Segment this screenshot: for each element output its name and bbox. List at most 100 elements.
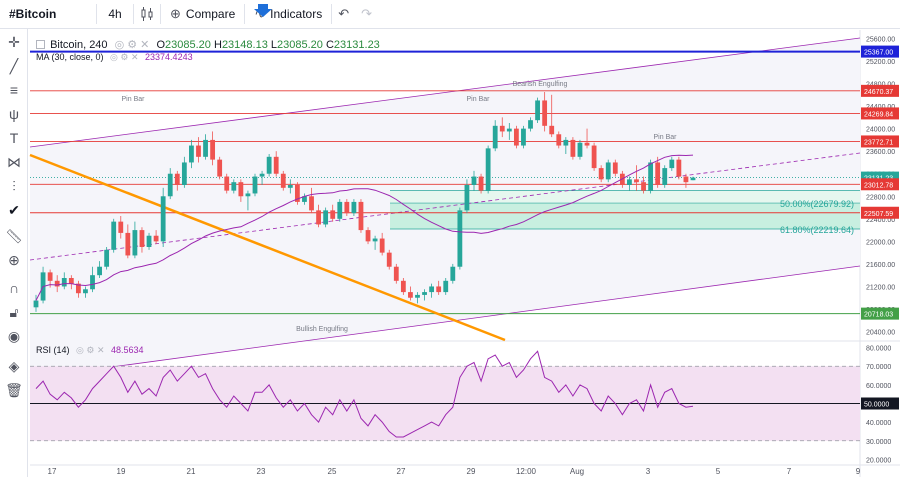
pitchfork-icon[interactable]: ψ xyxy=(9,106,19,122)
candle-body xyxy=(167,173,173,197)
redo-icon[interactable]: ↷ xyxy=(361,6,373,21)
candle-body xyxy=(408,292,413,298)
fib-label: 61.80%(22219.64) xyxy=(780,225,854,235)
legend-low-label: L xyxy=(270,39,278,51)
rsi-tick-label: 60.0000 xyxy=(866,383,891,390)
candle-body xyxy=(549,125,555,135)
candle-body xyxy=(224,176,230,191)
rsi-tick-label: 20.0000 xyxy=(866,457,891,464)
candle-body xyxy=(535,100,540,121)
candle-body xyxy=(386,252,392,267)
check-icon[interactable]: ✔ xyxy=(8,201,20,218)
candle-body xyxy=(323,210,329,225)
collapse-toggle[interactable] xyxy=(36,40,45,49)
candle-body xyxy=(464,185,470,211)
candle-body xyxy=(238,182,244,197)
time-tick-label: 5 xyxy=(716,467,721,476)
ruler-icon[interactable]: 📏︎ xyxy=(5,227,23,244)
crosshair-icon[interactable]: ✛ xyxy=(8,33,20,50)
price-tick-label: 21600.00 xyxy=(866,262,895,269)
drawing-toolbar: ✛ ╱ ≡ ψ T ⋈ ⫶ ✔ 📏︎ ⊕ ∩ 🔓︎ ◉ ◈ 🗑︎ xyxy=(0,29,28,477)
candle-body xyxy=(181,162,187,185)
time-tick-label: 17 xyxy=(48,467,57,476)
price-tick-label: 23600.00 xyxy=(866,149,895,156)
candle-body xyxy=(344,201,350,214)
time-tick-label: 23 xyxy=(257,467,266,476)
legend-high-label: H xyxy=(213,39,222,51)
time-tick-label: 9 xyxy=(856,467,861,476)
candle-body xyxy=(97,266,102,276)
pattern-icon[interactable]: ⋈ xyxy=(7,153,21,170)
ma-legend: MA (30, close, 0) ◎ ⚙ ✕ 23374.4243 xyxy=(36,52,193,63)
price-level-tag xyxy=(861,307,899,320)
legend-open-label: O xyxy=(156,39,166,51)
candle-body xyxy=(104,249,110,267)
candle-body xyxy=(506,128,512,132)
interval-selector[interactable]: 4h xyxy=(108,7,122,21)
price-level-tag xyxy=(861,178,899,191)
ma-label: MA (30, close, 0) xyxy=(36,52,104,62)
candle-body xyxy=(273,156,279,174)
candle-body xyxy=(513,128,519,146)
rsi-controls[interactable]: ◎ ⚙ ✕ xyxy=(76,345,105,355)
toolbar-divider xyxy=(331,4,333,24)
candle-body xyxy=(252,176,258,194)
price-tick-label: 25200.00 xyxy=(866,59,895,66)
price-tick-label: 20400.00 xyxy=(866,330,895,337)
candle-body xyxy=(422,292,427,295)
ma-line xyxy=(35,154,694,301)
legend-open-value: 23085.20 xyxy=(165,39,211,51)
candle-body xyxy=(118,221,124,233)
candle-body xyxy=(542,100,548,126)
legend-close-value: 23131.23 xyxy=(333,39,380,51)
symbol-selector[interactable]: #Bitcoin xyxy=(9,7,57,21)
time-tick-label: 29 xyxy=(467,467,476,476)
price-axis-bg xyxy=(860,30,900,465)
undo-icon[interactable]: ↶ xyxy=(338,6,350,21)
pattern-annotation: Bearish Engulfing xyxy=(513,81,568,88)
candle-body xyxy=(189,145,194,163)
zoom-icon[interactable]: ⊕ xyxy=(8,251,20,268)
ma-controls[interactable]: ◎ ⚙ ✕ xyxy=(110,52,139,62)
toolbar-divider xyxy=(96,4,97,24)
price-level-label: 24269.84 xyxy=(864,111,893,118)
candle-body xyxy=(634,179,639,183)
trendline-icon[interactable]: ╱ xyxy=(9,57,19,74)
legend-controls[interactable]: ◎ ⚙ ✕ xyxy=(114,39,150,51)
price-tick-label: 22000.00 xyxy=(866,239,895,246)
layers-icon[interactable]: ◈ xyxy=(8,357,20,374)
candles-icon[interactable] xyxy=(134,0,160,29)
candle-body xyxy=(75,283,81,294)
candle-body xyxy=(400,280,406,293)
price-level-label: 25367.00 xyxy=(864,50,893,57)
price-tick-label: 25600.00 xyxy=(866,36,895,43)
candle-body xyxy=(478,176,484,191)
candle-body xyxy=(259,173,265,177)
time-tick-label: 19 xyxy=(117,467,126,476)
channel-upper-line xyxy=(29,37,861,148)
time-tick-label: 12:00 xyxy=(516,467,537,476)
eye-icon[interactable]: ◉ xyxy=(7,327,21,344)
measure-icon[interactable]: ⫶ xyxy=(12,177,16,194)
candle-body xyxy=(174,173,180,185)
rsi-line xyxy=(35,350,694,438)
candle-body xyxy=(648,162,654,191)
candle-body xyxy=(627,179,632,185)
compare-button[interactable]: ⊕ Compare xyxy=(161,0,244,29)
fib-label: 50.00%(22679.92) xyxy=(780,199,854,209)
candle-body xyxy=(203,139,208,157)
candle-body xyxy=(111,221,117,250)
trash-icon[interactable]: 🗑︎ xyxy=(5,381,23,398)
rsi-value: 48.5634 xyxy=(111,345,144,355)
lock-icon[interactable]: 🔓︎ xyxy=(9,303,19,320)
candle-body xyxy=(570,139,576,157)
text-icon[interactable]: T xyxy=(9,130,19,146)
toolbar-divider xyxy=(133,4,134,24)
price-level-label: 24670.37 xyxy=(864,89,893,96)
indicators-label: Indicators xyxy=(270,7,323,21)
rsi-current-label: 50.0000 xyxy=(864,402,889,409)
candle-body xyxy=(577,142,583,157)
magnet-icon[interactable]: ∩ xyxy=(8,280,20,296)
lines-icon[interactable]: ≡ xyxy=(9,82,19,98)
